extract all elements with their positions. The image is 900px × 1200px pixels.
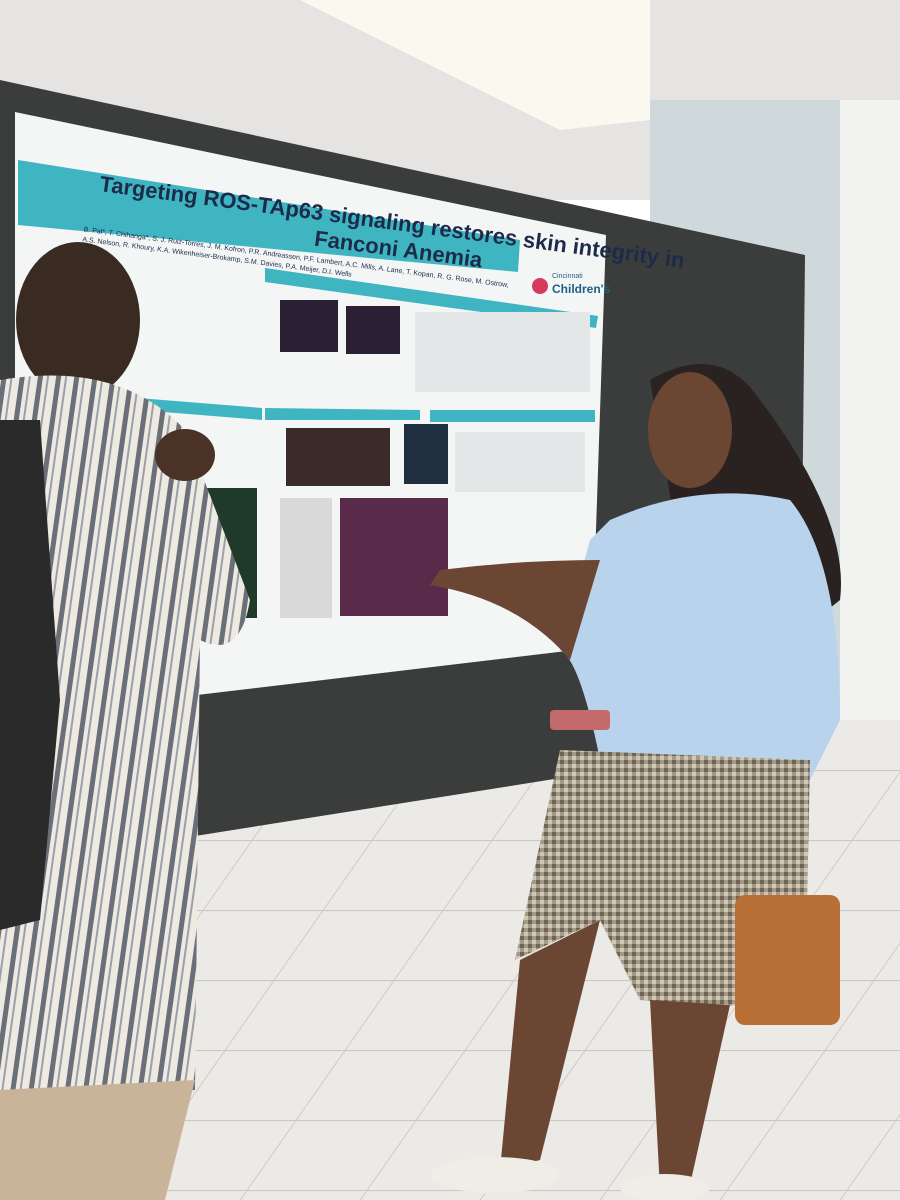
poster-section-bar — [138, 398, 262, 420]
micrograph — [286, 428, 390, 486]
person-shirt — [560, 493, 840, 780]
pillar — [840, 100, 900, 820]
person-shoe — [430, 1157, 560, 1193]
phone — [550, 710, 610, 730]
logo-text: Cincinnati — [552, 273, 583, 280]
logo-mark — [532, 278, 548, 294]
person-head — [16, 242, 140, 398]
poster-section-bar — [265, 408, 420, 420]
ceiling-light — [300, 0, 650, 130]
micrograph — [404, 424, 448, 484]
person-hand — [155, 429, 215, 481]
micrograph — [340, 498, 448, 616]
handbag — [735, 895, 840, 1025]
person-shoe — [620, 1174, 710, 1200]
micrograph — [280, 300, 338, 352]
micrograph — [346, 306, 400, 354]
plot — [455, 432, 585, 492]
person-arm — [430, 560, 600, 660]
plot — [415, 312, 590, 392]
blot — [280, 498, 332, 618]
person-pants — [0, 1080, 195, 1200]
poster-header — [18, 160, 520, 272]
logo-text: Children's — [552, 282, 611, 296]
person-head — [648, 372, 732, 488]
person-shirt — [0, 375, 250, 1100]
poster-section-bar — [430, 410, 595, 422]
backpack — [0, 420, 60, 930]
person-legs — [500, 920, 730, 1190]
